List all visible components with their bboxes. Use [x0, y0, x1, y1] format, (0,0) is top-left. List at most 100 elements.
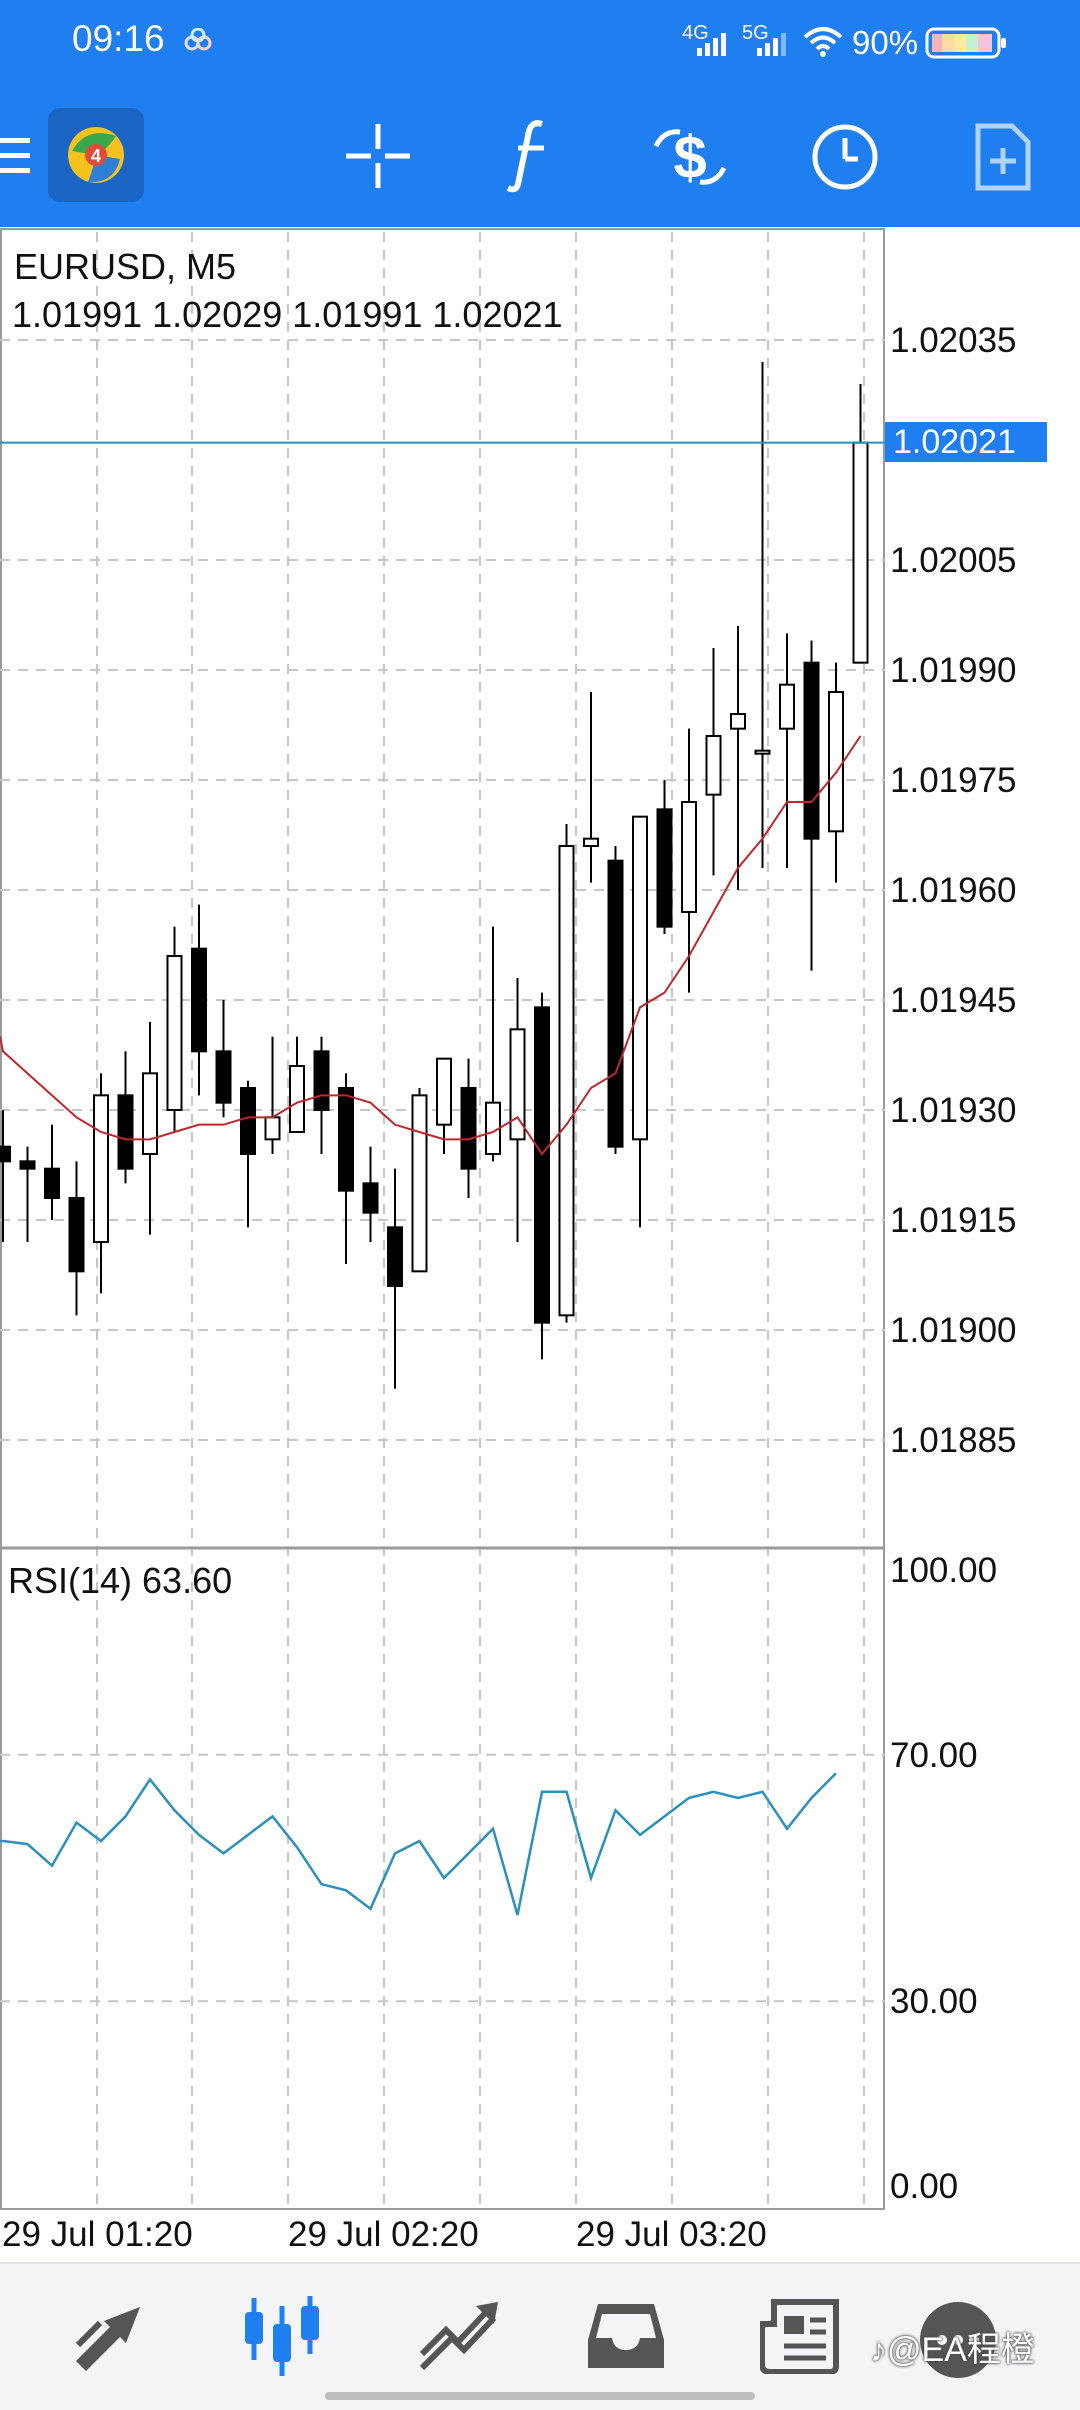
candle [411, 1088, 428, 1273]
candles-icon[interactable] [240, 2294, 324, 2380]
bear-candle-body [387, 1226, 403, 1288]
bull-candle-body [583, 837, 599, 848]
bull-candle-body [730, 713, 746, 730]
candle [166, 926, 183, 1132]
candle [779, 633, 795, 868]
svg-text:4: 4 [91, 146, 101, 166]
candle [485, 926, 501, 1162]
bull-candle-body [264, 1116, 281, 1141]
quotes-arrows-icon[interactable] [70, 2301, 150, 2373]
news-icon[interactable] [760, 2298, 840, 2374]
bear-candle-body [68, 1197, 85, 1273]
candle [754, 362, 771, 868]
candle [191, 904, 207, 1096]
home-indicator[interactable] [325, 2392, 755, 2400]
bull-candle-body [632, 815, 648, 1141]
price-tick-label: 1.01990 [890, 651, 1017, 690]
moving-average-line [0, 735, 862, 1156]
candle [19, 1146, 36, 1242]
period-clock-icon[interactable] [810, 122, 880, 192]
bull-candle-body [166, 955, 183, 1111]
time-axis-label: 29 Jul 01:20 [2, 2215, 193, 2254]
candle [240, 1080, 256, 1228]
bull-candle-body [289, 1065, 305, 1133]
signal-4g-icon [697, 33, 726, 56]
battery-icon [925, 27, 1006, 59]
candle [852, 384, 869, 664]
rsi-tick-label: 100.00 [890, 1551, 997, 1590]
candle [558, 824, 575, 1323]
price-tick-label: 1.01960 [890, 871, 1017, 910]
bear-candle-body [117, 1094, 134, 1170]
bear-candle-body [607, 859, 624, 1148]
bear-candle-body [19, 1160, 36, 1170]
indicators-icon[interactable] [506, 118, 556, 194]
candle [142, 1022, 158, 1235]
candle [583, 692, 599, 883]
bull-candle-body [509, 1028, 526, 1141]
battery-percent: 90% [852, 24, 919, 61]
current-price-badge: 1.02021 [885, 422, 1047, 462]
status-time: 09:16 [72, 18, 165, 59]
candle [632, 815, 648, 1228]
price-tick-label: 1.01945 [890, 981, 1017, 1020]
bull-candle-body [779, 683, 795, 730]
price-tick-label: 1.01915 [890, 1201, 1017, 1240]
candle [730, 626, 746, 890]
rsi-tick-label: 30.00 [890, 1982, 978, 2021]
candle [362, 1146, 379, 1242]
time-axis-label: 29 Jul 02:20 [288, 2215, 479, 2254]
notification-icon [184, 28, 212, 51]
chart-canvas[interactable]: 1.02035 1.02005 1.01990 1.01975 1.01960 1.019… [0, 0, 1080, 2262]
bull-candle-body [436, 1057, 452, 1126]
bull-candle-body [852, 441, 869, 664]
candle [509, 978, 526, 1242]
candle [215, 1000, 232, 1118]
price-tick-label: 1.01885 [890, 1421, 1017, 1460]
rsi-label: RSI(14) 63.60 [8, 1560, 233, 1601]
new-order-icon[interactable] [974, 122, 1032, 192]
bear-candle-body [656, 808, 673, 928]
rsi-line [0, 1772, 837, 1916]
watermark: ♪@EA程橙 [870, 2331, 1035, 2369]
candle [436, 1057, 452, 1154]
network-5g-label: 5G [742, 22, 769, 44]
bull-candle-body [93, 1094, 109, 1244]
history-inbox-icon[interactable] [586, 2300, 666, 2372]
candle [656, 780, 673, 934]
chart-symbol-period: EURUSD, M5 [14, 246, 237, 287]
top-bar: 09:16 4G 5G 90% [0, 0, 1080, 227]
crosshair-icon[interactable] [343, 121, 413, 191]
bull-candle-body [705, 735, 722, 796]
bear-candle-body [534, 1006, 550, 1324]
bull-candle-body [828, 691, 844, 833]
signal-5g-icon [757, 33, 786, 56]
bull-candle-body [558, 845, 575, 1317]
chart-ohlc: 1.01991 1.02029 1.01991 1.02021 [12, 294, 563, 335]
candle [803, 640, 820, 971]
bear-candle-body [0, 1145, 11, 1163]
candle [460, 1058, 477, 1198]
trade-icon[interactable] [416, 2298, 502, 2374]
bear-candle-body [215, 1050, 232, 1104]
candle [338, 1073, 354, 1264]
metatrader-logo-icon[interactable]: 4 [46, 106, 146, 204]
network-4g-label: 4G [682, 22, 709, 44]
menu-icon[interactable] [0, 136, 34, 176]
bull-candle-body [142, 1072, 158, 1156]
bear-candle-body [313, 1050, 330, 1112]
price-tick-label: 1.01900 [890, 1311, 1017, 1350]
candle [0, 1110, 11, 1242]
candle [289, 1036, 305, 1133]
candle [681, 728, 697, 993]
candle [264, 1036, 281, 1154]
rsi-tick-label: 70.00 [890, 1736, 978, 1775]
bear-candle-body [338, 1087, 354, 1192]
bear-candle-body [240, 1087, 256, 1155]
candle [44, 1124, 60, 1220]
bear-candle-body [803, 661, 820, 840]
symbols-icon[interactable]: $ [650, 120, 730, 194]
bull-candle-body [681, 801, 697, 913]
more-avatar-icon[interactable] [918, 2300, 998, 2380]
bear-candle-body [44, 1167, 60, 1199]
